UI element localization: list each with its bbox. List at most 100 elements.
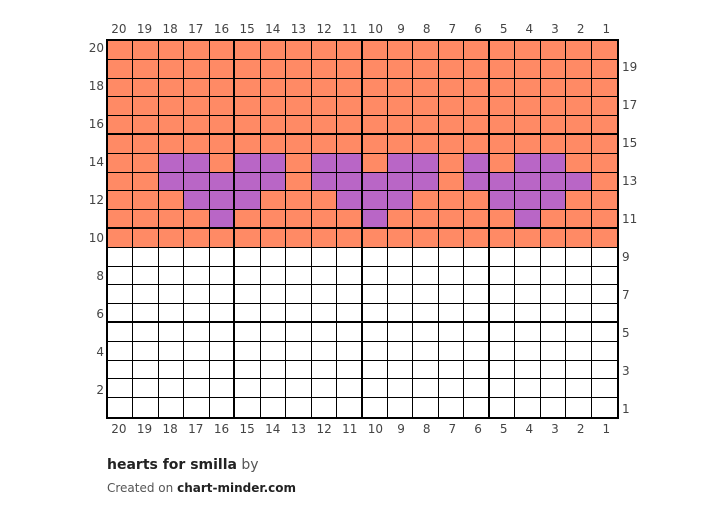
grid-cell	[286, 247, 312, 267]
row-label: 18	[88, 79, 104, 93]
column-label: 6	[474, 422, 482, 436]
column-label: 10	[367, 22, 384, 36]
grid-cell	[133, 97, 159, 117]
grid-cell	[108, 379, 134, 399]
grid-cell	[260, 360, 287, 380]
grid-cell	[158, 134, 185, 154]
grid-cell	[286, 210, 312, 229]
grid-cell	[438, 172, 465, 192]
grid-cell	[438, 247, 465, 267]
grid-cell	[362, 41, 388, 60]
grid-cell	[413, 247, 439, 267]
grid-cell	[591, 304, 617, 323]
grid-cell	[235, 59, 261, 79]
by-label: by	[241, 457, 259, 473]
grid-cell	[337, 134, 363, 154]
grid-cell	[184, 134, 210, 154]
grid-cell	[540, 398, 567, 417]
grid-cell	[209, 41, 236, 60]
grid-cell	[464, 322, 490, 342]
grid-cell	[184, 285, 210, 305]
row-label: 2	[96, 383, 104, 397]
grid-cell	[515, 191, 541, 211]
grid-cell	[235, 153, 261, 173]
grid-cell	[184, 360, 210, 380]
column-label: 3	[551, 422, 559, 436]
grid-cell	[337, 191, 363, 211]
row-label: 4	[96, 345, 104, 359]
grid-cell	[311, 228, 338, 248]
grid-cell	[260, 116, 287, 135]
grid-cell	[108, 210, 134, 229]
grid-cell	[413, 341, 439, 361]
grid-cell	[311, 266, 338, 286]
credit-site-link[interactable]: chart-minder.com	[177, 481, 296, 495]
grid-cell	[591, 247, 617, 267]
grid-cell	[464, 266, 490, 286]
grid-cell	[133, 247, 159, 267]
grid-cell	[337, 247, 363, 267]
grid-cell	[209, 78, 236, 98]
grid-cell	[286, 116, 312, 135]
column-label: 8	[422, 422, 431, 436]
grid-cell	[108, 360, 134, 380]
column-label: 8	[422, 22, 431, 36]
grid-cell	[184, 341, 210, 361]
grid-cell	[515, 172, 541, 192]
grid-cell	[286, 266, 312, 286]
grid-cell	[286, 134, 312, 154]
grid-cell	[540, 191, 567, 211]
row-label: 10	[88, 231, 104, 245]
grid-cell	[337, 360, 363, 380]
grid-cell	[158, 360, 185, 380]
grid-cell	[286, 191, 312, 211]
grid-cell	[387, 285, 414, 305]
grid-cell	[540, 78, 567, 98]
column-label: 18	[162, 422, 178, 436]
grid-cell	[184, 379, 210, 399]
grid-cell	[209, 172, 236, 192]
column-label: 3	[551, 22, 559, 36]
grid-cell	[464, 153, 490, 173]
grid-cell	[489, 341, 516, 361]
grid-cell	[464, 360, 490, 380]
grid-cell	[591, 285, 617, 305]
grid-cell	[540, 322, 567, 342]
grid-cell	[362, 210, 388, 229]
grid-cell	[311, 134, 338, 154]
grid-cell	[133, 228, 159, 248]
grid-cell	[566, 360, 592, 380]
grid-cell	[591, 97, 617, 117]
grid-cell	[362, 360, 388, 380]
grid-cell	[540, 153, 567, 173]
grid-cell	[286, 360, 312, 380]
grid-cell	[387, 97, 414, 117]
grid-cell	[566, 266, 592, 286]
row-label: 9	[622, 250, 630, 264]
row-label: 16	[88, 117, 104, 131]
grid-cell	[133, 304, 159, 323]
grid-cell	[311, 379, 338, 399]
column-label: 12	[316, 22, 332, 36]
column-labels-top: 20 19 18 17 16 15 14 13 12 11 10 9 8 7 6 5 4 3 2 1	[106, 22, 619, 36]
column-label: 13	[290, 22, 307, 36]
grid-cell	[133, 59, 159, 79]
grid-cell	[566, 247, 592, 267]
grid-cell	[260, 228, 287, 248]
grid-cell	[362, 59, 388, 79]
grid-cell	[260, 172, 287, 192]
grid-cell	[515, 304, 541, 323]
grid-cell	[158, 247, 185, 267]
grid-cell	[438, 191, 465, 211]
column-label: 11	[342, 22, 358, 36]
grid-cell	[108, 134, 134, 154]
grid-cell	[438, 41, 465, 60]
grid-cell	[413, 191, 439, 211]
grid-cell	[515, 97, 541, 117]
grid-cell	[489, 134, 516, 154]
grid-cell	[337, 285, 363, 305]
grid-cell	[362, 398, 388, 417]
grid-cell	[413, 304, 439, 323]
pattern-footer: hearts for smilla by Created on chart-mi…	[107, 457, 296, 495]
grid-cell	[591, 134, 617, 154]
